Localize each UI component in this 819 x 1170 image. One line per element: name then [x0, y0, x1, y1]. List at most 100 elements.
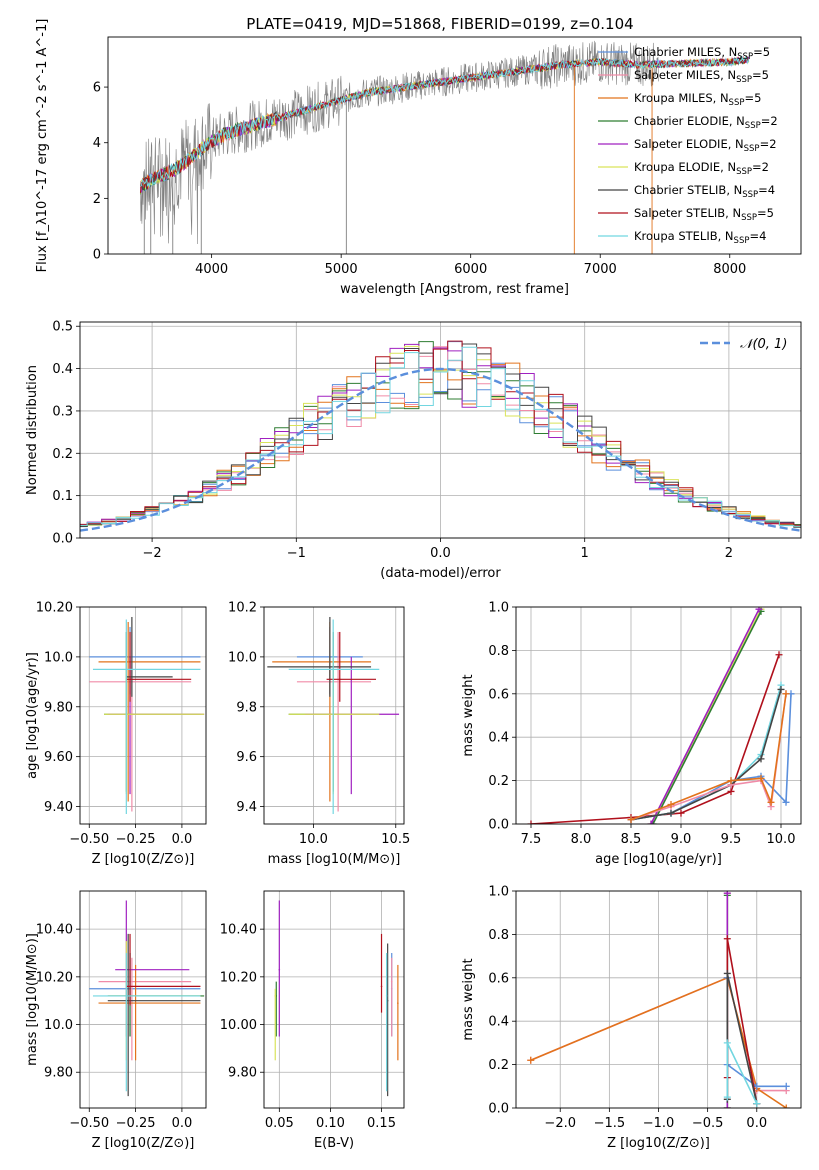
- legend-label: Salpeter ELODIE, NSSP=2: [634, 137, 777, 154]
- x-tick-label: 7.5: [521, 832, 542, 847]
- axes: 4000 5000 6000 7000 8000 0 2 4 6 wavelength [Angs…: [35, 19, 802, 297]
- residuals-panel: −2 −1 0.0 1 2 0.0 0.1 0.2 0.3 0.4 0.5 (data-model)/…: [25, 320, 802, 581]
- data-point: [125, 995, 128, 997]
- x-axis-label: Z [log10(Z/Z⊙)]: [92, 1136, 195, 1151]
- y-tick-label: 0.6: [488, 971, 509, 986]
- legend-label: Kroupa STELIB, NSSP=4: [634, 229, 766, 246]
- axes-frame: [79, 890, 207, 1109]
- x-tick-label: 5000: [325, 262, 358, 277]
- age-vs-metallicity-panel: −0.50 −0.25 0.0 9.40 9.60 9.80 10.0 10.20 Z [log…: [25, 601, 207, 867]
- axes: 7.5 8.0 8.5 9.0 9.5 10.0 0.0 0.2 0.4 0.6 0.8 1.0 age…: [461, 601, 802, 867]
- figure-title: PLATE=0419, MJD=51868, FIBERID=0199, z=0…: [246, 15, 633, 33]
- x-tick-label: −0.25: [116, 1116, 156, 1131]
- axes-frame: [263, 606, 405, 825]
- weight-marker: [775, 651, 783, 659]
- y-tick-label: 0.5: [52, 320, 73, 335]
- data-point: [134, 1002, 137, 1004]
- y-tick-label: 0.4: [488, 731, 509, 746]
- weight-marker: [757, 755, 765, 763]
- data-point: [397, 1002, 399, 1004]
- weight-line-salpeter-elodie: [650, 608, 760, 824]
- x-tick-label: 4000: [195, 262, 228, 277]
- x-tick-label: −1.0: [643, 1116, 675, 1131]
- x-tick-label: 10.0: [767, 832, 796, 847]
- data-point: [127, 999, 129, 1002]
- x-tick-label: −1.5: [594, 1116, 626, 1131]
- axes: −0.50 −0.25 0.0 9.80 10.0 10.20 10.40 Z [log10(…: [25, 890, 207, 1151]
- x-axis-label: mass [log10(M/M⊙)]: [268, 852, 401, 867]
- y-axis-label: Normed distribution: [25, 365, 40, 495]
- x-axis-label: Z [log10(Z/Z⊙)]: [92, 852, 195, 867]
- weight-marker: [723, 891, 731, 897]
- y-tick-label: 9.6: [236, 750, 257, 765]
- y-tick-label: 0.0: [52, 532, 73, 547]
- axes-frame: [515, 606, 802, 825]
- weight-marker: [777, 685, 785, 693]
- residual-histogram-kroupa-stelib: [80, 346, 801, 527]
- plot-area: [267, 616, 400, 815]
- y-tick-label: 2: [93, 192, 101, 207]
- y-tick-label: 10.20: [36, 601, 73, 616]
- weight-marker: [767, 798, 775, 806]
- y-tick-label: 9.80: [44, 1066, 73, 1081]
- weight-marker: [723, 1093, 731, 1101]
- y-axis-label: mass [log10(M/M⊙)]: [25, 933, 40, 1066]
- axes: −0.50 −0.25 0.0 9.40 9.60 9.80 10.0 10.20 Z [log…: [25, 601, 207, 867]
- x-tick-label: 0.15: [367, 1116, 396, 1131]
- data-point: [338, 678, 341, 681]
- y-tick-label: 0.8: [488, 928, 509, 943]
- weight-marker: [723, 1104, 731, 1108]
- data-point: [125, 668, 128, 671]
- data-point: [274, 995, 277, 997]
- legend-label: Kroupa MILES, NSSP=5: [634, 91, 761, 108]
- data-point: [380, 985, 383, 988]
- axes-frame: [263, 890, 405, 1109]
- y-tick-label: 10.00: [220, 1018, 257, 1033]
- x-tick-label: 8.5: [621, 832, 642, 847]
- plot-area: [80, 340, 801, 532]
- y-tick-label: 6: [93, 81, 101, 96]
- y-tick-label: 0.2: [488, 1058, 509, 1073]
- y-tick-label: 10.20: [220, 970, 257, 985]
- legend-label: Salpeter STELIB, NSSP=5: [634, 206, 774, 223]
- y-tick-label: 10.20: [36, 970, 73, 985]
- x-tick-label: 2: [725, 546, 733, 561]
- plot-area: [89, 616, 205, 815]
- mass-vs-metallicity-panel: −0.50 −0.25 0.0 9.80 10.0 10.20 10.40 Z [log10(…: [25, 890, 207, 1151]
- grid: [264, 891, 404, 1108]
- weight-marker: [727, 777, 735, 785]
- x-tick-label: 1: [581, 546, 589, 561]
- weight-line-kroupa-miles: [630, 693, 787, 821]
- plot-area: [139, 40, 750, 254]
- age-vs-mass-panel: 10.0 10.5 9.4 9.6 9.8 10.0 10.2 mass [log10(M/M…: [228, 601, 410, 868]
- weight-marker: [647, 820, 655, 824]
- plot-area: [274, 900, 399, 1097]
- x-tick-label: 0.0: [172, 832, 193, 847]
- x-tick-label: 0.10: [316, 1116, 345, 1131]
- data-point: [129, 985, 131, 988]
- legend: 𝒩(0, 1): [700, 337, 787, 352]
- y-tick-label: 0.1: [52, 489, 73, 504]
- weight-marker: [757, 774, 765, 782]
- data-point: [386, 999, 389, 1002]
- weight-marker: [677, 809, 685, 817]
- x-axis-label: Z [log10(Z/Z⊙)]: [607, 1136, 710, 1151]
- y-tick-label: 9.60: [44, 750, 73, 765]
- grid: [80, 606, 206, 824]
- y-tick-label: 0.0: [488, 818, 509, 833]
- data-point: [127, 661, 129, 663]
- x-tick-label: 6000: [454, 262, 487, 277]
- x-tick-label: −2: [143, 546, 162, 561]
- axes: 10.0 10.5 9.4 9.6 9.8 10.0 10.2 mass [log10(M/M…: [228, 601, 410, 868]
- legend-label: Chabrier STELIB, NSSP=4: [634, 183, 775, 200]
- data-point: [332, 668, 334, 671]
- spectrum-panel: 4000 5000 6000 7000 8000 0 2 4 6 wavelength [Angs…: [35, 19, 802, 297]
- axes: −2 −1 0.0 1 2 0.0 0.1 0.2 0.3 0.4 0.5 (data-model)/…: [25, 320, 802, 581]
- data-point: [131, 980, 133, 983]
- y-tick-label: 9.80: [228, 1066, 257, 1081]
- x-tick-label: 7000: [584, 262, 617, 277]
- grid: [516, 890, 801, 1109]
- legend-label: Chabrier ELODIE, NSSP=2: [634, 114, 778, 131]
- weight-line-chabrier-stelib: [726, 973, 758, 1104]
